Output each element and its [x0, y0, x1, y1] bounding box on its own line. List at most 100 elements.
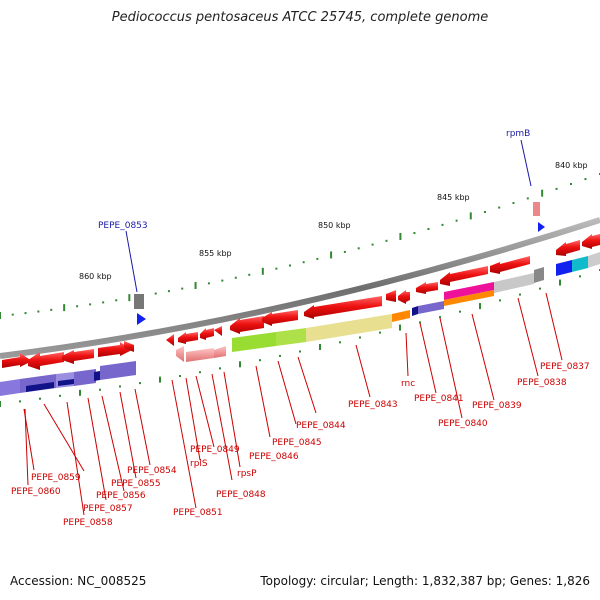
- scale-major-tick: [330, 251, 333, 259]
- scale-minor-tick: [115, 299, 118, 302]
- scale-major-tick: [261, 267, 264, 275]
- inner-minor-tick: [179, 374, 181, 377]
- inner-major-tick: [239, 361, 241, 368]
- scale-minor-tick: [584, 178, 587, 181]
- inner-minor-tick: [39, 397, 41, 400]
- inner-minor-tick: [299, 350, 301, 353]
- scale-labels: 860 kbp 855 kbp 850 kbp 845 kbp 840 kbp: [79, 161, 588, 281]
- band-grey: [588, 252, 600, 268]
- label-rpsP: rpsP: [237, 469, 257, 479]
- gene-arrow: [230, 316, 264, 334]
- band-magenta: [444, 282, 494, 300]
- label-PEPE_0845: PEPE_0845: [272, 438, 322, 448]
- label-PEPE_0851: PEPE_0851: [173, 508, 223, 518]
- scale-major-tick: [128, 294, 131, 302]
- scale-minor-tick: [76, 305, 79, 308]
- band-blue: [556, 260, 572, 276]
- page-title: Pediococcus pentosaceus ATCC 25745, comp…: [111, 10, 489, 25]
- feature-bands: [0, 252, 600, 396]
- marker-blue-arrow: [137, 313, 146, 325]
- band-purple: [418, 301, 444, 314]
- band-purple: [74, 369, 96, 386]
- scale-minor-tick: [221, 279, 224, 282]
- inner-minor-tick: [339, 341, 341, 344]
- scale-minor-tick: [24, 312, 27, 315]
- label-PEPE_0844: PEPE_0844: [296, 421, 346, 431]
- label-PEPE_0854: PEPE_0854: [127, 466, 177, 476]
- gene-arrows: [2, 234, 600, 370]
- scale-major-tick: [541, 189, 544, 197]
- leader-rpmB: [520, 139, 532, 187]
- inner-major-tick: [399, 324, 401, 331]
- scale-minor-tick: [526, 197, 529, 200]
- scale-major-tick: [63, 304, 66, 312]
- gene-arrow: [386, 290, 396, 302]
- marker-pink-box: [533, 202, 540, 216]
- inner-minor-tick: [139, 382, 141, 385]
- scale-minor-tick: [289, 264, 291, 267]
- inner-ticks: [0, 269, 600, 407]
- band-navy: [58, 379, 74, 386]
- label-PEPE_0843: PEPE_0843: [348, 400, 398, 410]
- scale-minor-tick: [234, 276, 237, 279]
- band-orange: [392, 310, 410, 322]
- genome-backbone: [0, 217, 600, 359]
- scale-minor-tick: [512, 202, 515, 205]
- leader-lines: [23, 292, 563, 516]
- label-PEPE_0839: PEPE_0839: [472, 401, 522, 411]
- gene-arrow: [62, 349, 94, 364]
- gene-arrow-pale: [176, 346, 184, 362]
- scale-label-840: 840 kbp: [555, 161, 588, 170]
- gene-arrow: [200, 328, 214, 340]
- label-PEPE_0838: PEPE_0838: [517, 378, 567, 388]
- scale-minor-tick: [248, 273, 251, 276]
- scale-minor-tick: [427, 227, 430, 230]
- gene-arrow-pale: [214, 346, 226, 358]
- gene-arrow: [556, 240, 580, 256]
- inner-minor-tick: [519, 293, 521, 296]
- inner-minor-tick: [439, 316, 441, 319]
- label-PEPE_0858: PEPE_0858: [63, 518, 113, 528]
- scale-minor-tick: [207, 282, 210, 285]
- scale-major-tick: [469, 212, 472, 220]
- inner-major-tick: [159, 376, 161, 383]
- label-rplS: rplS: [190, 459, 208, 469]
- gene-arrow: [98, 342, 132, 357]
- scale-minor-tick: [89, 303, 92, 306]
- scale-label-855: 855 kbp: [199, 249, 232, 258]
- band-navy: [26, 382, 54, 392]
- scale-minor-tick: [483, 211, 486, 214]
- band-grey: [494, 273, 534, 293]
- scale-minor-tick: [371, 243, 374, 246]
- inner-minor-tick: [379, 331, 381, 334]
- label-PEPE_0840: PEPE_0840: [438, 419, 488, 429]
- scale-minor-tick: [316, 257, 319, 260]
- scale-minor-tick: [343, 250, 346, 253]
- gene-arrow: [178, 332, 198, 344]
- marker-blue-arrow-2: [538, 222, 545, 232]
- scale-minor-tick: [275, 267, 278, 270]
- label-rnc: rnc: [401, 379, 415, 389]
- inner-major-tick: [79, 389, 81, 396]
- scale-minor-tick: [302, 261, 305, 264]
- gene-arrow: [2, 353, 32, 368]
- inner-minor-tick: [119, 385, 121, 388]
- gene-arrow: [416, 282, 438, 294]
- gene-arrow: [124, 341, 134, 352]
- inner-minor-tick: [259, 359, 261, 362]
- scale-minor-tick: [555, 187, 558, 190]
- label-PEPE_0853: PEPE_0853: [98, 221, 148, 231]
- genome-stats-text: Topology: circular; Length: 1,832,387 bp…: [260, 574, 590, 588]
- label-PEPE_0849: PEPE_0849: [190, 445, 240, 455]
- inner-minor-tick: [19, 400, 21, 403]
- inner-minor-tick: [279, 354, 281, 357]
- scale-minor-tick: [11, 313, 14, 316]
- band-purple: [100, 361, 136, 380]
- band-purple: [0, 379, 20, 396]
- band-khaki: [306, 314, 392, 342]
- label-PEPE_0841: PEPE_0841: [414, 394, 464, 404]
- inner-minor-tick: [419, 321, 421, 324]
- inner-major-tick: [319, 343, 321, 350]
- band-orange: [444, 290, 494, 306]
